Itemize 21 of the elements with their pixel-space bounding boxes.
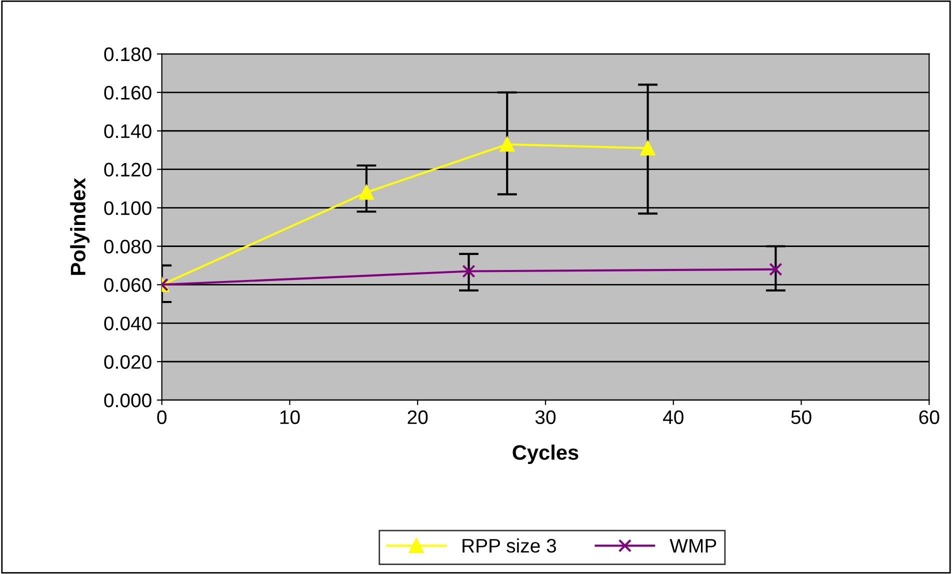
y-axis-title: Polyindex: [70, 178, 90, 275]
x-tick-label: 20: [408, 410, 428, 424]
y-tick-label: 0.160: [104, 86, 152, 100]
x-axis-title: Cycles: [512, 444, 578, 464]
legend-label: RPP size 3: [462, 538, 556, 553]
y-tick-label: 0.060: [104, 278, 152, 292]
y-tick-label: 0.140: [104, 124, 152, 138]
y-tick-label: 0.000: [104, 394, 152, 408]
y-tick-label: 0.180: [104, 47, 152, 62]
x-tick-label: 60: [919, 410, 940, 424]
x-tick-label: 10: [280, 410, 300, 424]
x-tick-label: 30: [535, 410, 556, 424]
x-tick-label: 0: [157, 410, 166, 424]
legend-label: WMP: [670, 539, 716, 552]
y-tick-label: 0.040: [104, 316, 152, 330]
y-tick-label: 0.120: [104, 162, 152, 177]
y-tick-label: 0.080: [104, 240, 152, 254]
y-tick-label: 0.020: [104, 355, 152, 369]
x-tick-label: 50: [791, 410, 812, 424]
y-tick-label: 0.100: [104, 201, 152, 216]
x-tick-label: 40: [663, 410, 684, 424]
